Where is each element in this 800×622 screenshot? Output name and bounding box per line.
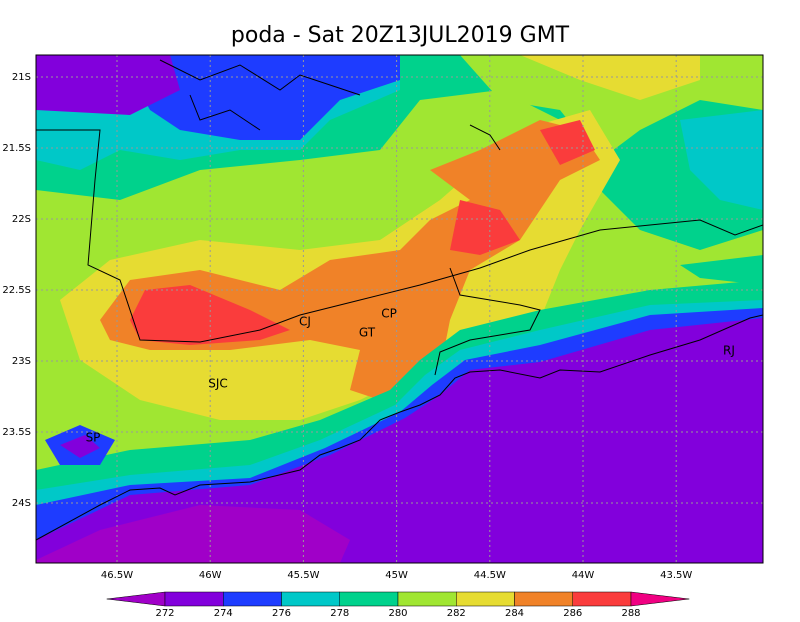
place-label: SP (86, 431, 101, 445)
lon-label: 45.5W (287, 570, 319, 581)
lat-label: 21.5S (2, 143, 31, 154)
colorbar-end (630, 591, 690, 607)
colorbar-end (106, 591, 166, 607)
lat-label: 22S (12, 214, 31, 225)
lat-label: 21S (12, 72, 31, 83)
lon-label: 44W (572, 570, 595, 581)
lon-label: 45W (385, 570, 408, 581)
place-label: CP (381, 307, 397, 321)
map-title: poda - Sat 20Z13JUL2019 GMT (231, 23, 570, 48)
lon-label: 44.5W (474, 570, 506, 581)
place-label: CJ (299, 315, 311, 329)
temperature-field (36, 55, 763, 563)
place-label: GT (359, 326, 376, 340)
lat-label: 24S (12, 498, 31, 509)
map-frame (35, 54, 764, 564)
lat-label: 22.5S (2, 285, 31, 296)
lat-label: 23.5S (2, 427, 31, 438)
lon-label: 43.5W (660, 570, 692, 581)
colorbar-segment (572, 591, 632, 607)
colorbar-label: 280 (388, 608, 407, 618)
lon-label: 46.5W (101, 570, 133, 581)
place-label: SJC (208, 377, 228, 391)
colorbar-segment (397, 591, 457, 607)
colorbar-label: 272 (155, 608, 174, 618)
colorbar-label: 278 (330, 608, 349, 618)
colorbar-segment (164, 591, 224, 607)
colorbar-label: 274 (214, 608, 233, 618)
colorbar-label: 276 (272, 608, 291, 618)
lat-label: 23S (12, 356, 31, 367)
lon-label: 46W (199, 570, 222, 581)
colorbar-segment (281, 591, 340, 607)
colorbar-label: 284 (505, 608, 524, 618)
place-label: RJ (723, 344, 735, 358)
colorbar-segment (223, 591, 282, 607)
colorbar-segment (456, 591, 515, 607)
colorbar-label: 282 (447, 608, 466, 618)
colorbar-label: 288 (621, 608, 640, 618)
colorbar-segment (339, 591, 399, 607)
colorbar-segment (514, 591, 573, 607)
colorbar-label: 286 (563, 608, 582, 618)
